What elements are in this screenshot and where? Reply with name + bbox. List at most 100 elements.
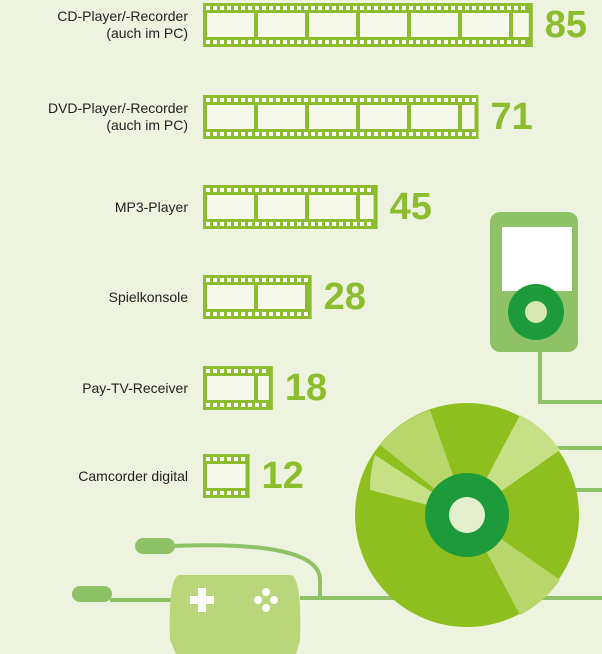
perforation <box>367 188 371 192</box>
perforation <box>416 98 420 102</box>
perforation <box>381 6 385 10</box>
perforation <box>367 98 371 102</box>
perforation <box>514 6 518 10</box>
earphones <box>72 538 175 602</box>
perforation <box>444 6 448 10</box>
perforation <box>325 188 329 192</box>
frame <box>309 105 356 129</box>
perforation <box>465 40 469 44</box>
perforation <box>290 40 294 44</box>
frame <box>309 195 356 219</box>
perforation <box>472 132 476 136</box>
perforation <box>290 132 294 136</box>
perforation <box>213 457 217 461</box>
perforation <box>262 312 266 316</box>
perforation <box>262 222 266 226</box>
perforation <box>227 403 231 407</box>
perforation <box>276 6 280 10</box>
perforation <box>220 491 224 495</box>
perforation <box>213 312 217 316</box>
perforation <box>255 132 259 136</box>
perforation <box>444 40 448 44</box>
perforation <box>206 98 210 102</box>
perforation <box>304 6 308 10</box>
perforation <box>437 40 441 44</box>
perforation <box>220 40 224 44</box>
perforation <box>325 98 329 102</box>
frame <box>309 13 356 37</box>
perforation <box>325 40 329 44</box>
perforation <box>472 98 476 102</box>
perforation <box>346 40 350 44</box>
perforation <box>269 132 273 136</box>
frame <box>207 105 254 129</box>
category-label: Spielkonsole <box>108 288 188 305</box>
frame <box>207 285 254 309</box>
perforation <box>486 6 490 10</box>
perforation <box>206 312 210 316</box>
perforation <box>479 6 483 10</box>
cd <box>355 403 579 627</box>
perforation <box>332 40 336 44</box>
frame <box>411 105 458 129</box>
film-detail <box>206 98 476 136</box>
perforation <box>507 40 511 44</box>
perforation <box>241 403 245 407</box>
perforation <box>304 98 308 102</box>
perforation <box>227 312 231 316</box>
perforation <box>283 222 287 226</box>
perforation <box>416 132 420 136</box>
perforation <box>297 6 301 10</box>
perforation <box>332 188 336 192</box>
perforation <box>360 40 364 44</box>
perforation <box>332 222 336 226</box>
perforation <box>311 222 315 226</box>
perforation <box>248 312 252 316</box>
perforation <box>241 457 245 461</box>
perforation <box>521 40 525 44</box>
perforation <box>255 403 259 407</box>
perforation <box>255 369 259 373</box>
perforation <box>227 457 231 461</box>
perforation <box>283 312 287 316</box>
perforation <box>458 98 462 102</box>
perforation <box>283 188 287 192</box>
perforation <box>346 132 350 136</box>
perforation <box>451 132 455 136</box>
perforation <box>262 278 266 282</box>
perforation <box>444 98 448 102</box>
perforation <box>276 278 280 282</box>
perforation <box>437 6 441 10</box>
perforation <box>388 6 392 10</box>
perforation <box>213 132 217 136</box>
perforation <box>514 40 518 44</box>
perforation <box>220 132 224 136</box>
perforation <box>311 98 315 102</box>
perforation <box>353 40 357 44</box>
perforation <box>507 6 511 10</box>
perforation <box>332 6 336 10</box>
perforation <box>346 98 350 102</box>
perforation <box>269 188 273 192</box>
perforation <box>409 98 413 102</box>
perforation <box>458 40 462 44</box>
perforation <box>458 132 462 136</box>
perforation <box>248 278 252 282</box>
perforation <box>248 403 252 407</box>
perforation <box>325 222 329 226</box>
perforation <box>339 132 343 136</box>
value-label: 45 <box>390 186 432 228</box>
perforation <box>262 98 266 102</box>
perforation <box>248 40 252 44</box>
perforation <box>381 132 385 136</box>
perforation <box>269 98 273 102</box>
perforation <box>213 278 217 282</box>
perforation <box>283 40 287 44</box>
perforation <box>304 278 308 282</box>
perforation <box>374 132 378 136</box>
frame <box>462 13 509 37</box>
perforation <box>304 132 308 136</box>
frame <box>360 105 407 129</box>
perforation <box>213 188 217 192</box>
perforation <box>276 222 280 226</box>
